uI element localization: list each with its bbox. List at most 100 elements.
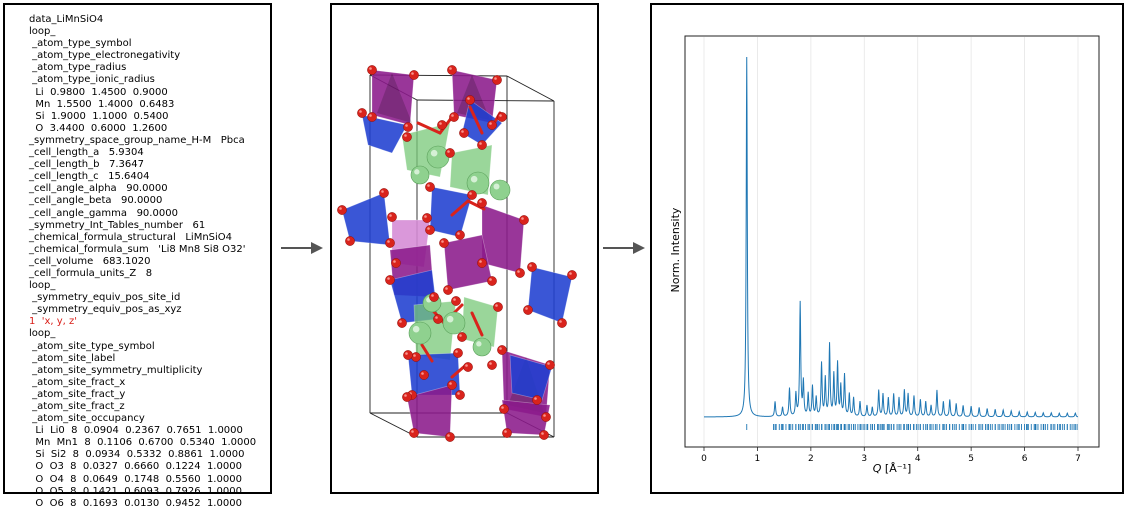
cif-line: loop_ <box>29 26 56 38</box>
o-atom-highlight <box>469 192 472 195</box>
o-atom <box>397 318 407 328</box>
o-atom-highlight <box>467 97 470 100</box>
o-atom-highlight <box>499 114 502 117</box>
cif-line: _atom_site_symmetry_multiplicity <box>29 364 203 376</box>
li-atom-highlight <box>414 169 420 175</box>
o-atom-highlight <box>421 372 424 375</box>
o-atom <box>477 198 487 208</box>
o-atom <box>449 112 459 122</box>
o-atom <box>467 190 477 200</box>
o-atom-highlight <box>479 200 482 203</box>
o-atom <box>465 95 475 105</box>
o-atom <box>515 268 525 278</box>
o-atom <box>519 215 529 225</box>
cif-line: O O3 8 0.0327 0.6660 0.1224 1.0000 <box>29 461 242 473</box>
bond <box>470 311 484 337</box>
li-atom <box>410 165 430 185</box>
o-atom <box>409 428 419 438</box>
o-atom <box>391 258 401 268</box>
o-atom <box>357 108 367 118</box>
o-atom-highlight <box>449 67 452 70</box>
li-atom-highlight <box>430 149 438 157</box>
o-atom <box>385 275 395 285</box>
o-atom <box>487 360 497 370</box>
cif-line: _symmetry_Int_Tables_number 61 <box>29 219 206 231</box>
o-atom-highlight <box>459 334 462 337</box>
o-atom <box>385 238 395 248</box>
o-atom-highlight <box>387 240 390 243</box>
o-atom-highlight <box>359 110 362 113</box>
o-atom <box>403 122 413 132</box>
o-atom <box>459 128 469 138</box>
o-atom <box>433 314 443 324</box>
o-atom <box>447 65 457 75</box>
o-atom <box>557 318 567 328</box>
o-atom <box>532 395 542 405</box>
o-atom-highlight <box>381 190 384 193</box>
cif-line: _atom_type_radius <box>29 62 127 74</box>
o-atom <box>345 236 355 246</box>
o-atom-highlight <box>455 350 458 353</box>
cif-line: data_LiMnSiO4 <box>29 14 104 25</box>
o-atom <box>402 132 412 142</box>
o-atom <box>487 276 497 286</box>
li-atom <box>489 179 511 201</box>
o-atom-highlight <box>559 320 562 323</box>
cif-line: _atom_site_fract_y <box>29 388 126 400</box>
li-atom <box>426 145 450 169</box>
cif-line: Mn 1.5500 1.4000 0.6483 <box>29 98 175 110</box>
o-atom <box>567 270 577 280</box>
o-atom <box>419 370 429 380</box>
o-atom-highlight <box>489 278 492 281</box>
x-tick-label: 7 <box>1075 454 1081 464</box>
o-atom-highlight <box>525 307 528 310</box>
o-atom-highlight <box>441 240 444 243</box>
o-atom-highlight <box>439 122 442 125</box>
li-atom-highlight <box>446 315 454 323</box>
o-atom <box>425 225 435 235</box>
cif-line: Li 0.9800 1.4500 0.9000 <box>29 86 168 98</box>
arrow-right-icon <box>281 242 323 254</box>
o-atom <box>453 348 463 358</box>
o-atom-highlight <box>447 434 450 437</box>
li-atom <box>442 311 466 335</box>
o-atom <box>425 182 435 192</box>
cif-line: _cell_volume 683.1020 <box>29 255 151 267</box>
o-atom <box>367 112 377 122</box>
cif-line: _atom_type_symbol <box>29 38 132 50</box>
o-atom-highlight <box>411 72 414 75</box>
o-atom <box>477 258 487 268</box>
o-atom-highlight <box>453 298 456 301</box>
o-atom <box>437 120 447 130</box>
o-atom-highlight <box>427 227 430 230</box>
o-atom <box>539 430 549 440</box>
o-atom-highlight <box>389 214 392 217</box>
cif-line: _atom_site_label <box>29 352 116 364</box>
cif-line: _cell_formula_units_Z 8 <box>29 267 153 279</box>
cif-line: _cell_angle_alpha 90.0000 <box>29 183 168 195</box>
cif-line: _symmetry_equiv_pos_as_xyz <box>29 304 182 316</box>
bond <box>468 105 484 135</box>
cif-line: _cell_length_c 15.6404 <box>29 171 150 183</box>
crystal-structure-panel <box>330 3 599 494</box>
o-atom-highlight <box>347 238 350 241</box>
o-atom <box>445 148 455 158</box>
o-atom-highlight <box>521 217 524 220</box>
polyhedron-shade <box>377 73 412 123</box>
o-atom-highlight <box>569 272 572 275</box>
o-atom <box>527 262 537 272</box>
o-atom <box>429 292 439 302</box>
o-atom <box>337 205 347 215</box>
o-atom <box>477 140 487 150</box>
x-tick-label: 5 <box>968 454 974 464</box>
o-atom <box>541 412 551 422</box>
si-polyhedron <box>361 114 408 154</box>
o-atom-highlight <box>369 114 372 117</box>
o-atom <box>493 302 503 312</box>
o-atom <box>497 112 507 122</box>
x-tick-label: 4 <box>915 454 921 464</box>
o-atom-highlight <box>457 232 460 235</box>
cif-line: _chemical_formula_sum 'Li8 Mn8 Si8 O32' <box>29 243 246 255</box>
o-atom <box>403 350 413 360</box>
o-atom-highlight <box>404 134 407 137</box>
